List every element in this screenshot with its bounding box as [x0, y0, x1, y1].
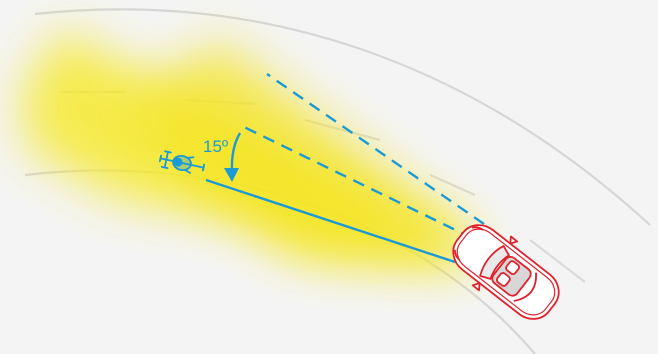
beam-boundaries	[243, 73, 485, 240]
headlight-beam	[20, 30, 475, 265]
angle-arrowhead-icon	[224, 168, 239, 182]
beam-center-dashed-line	[243, 125, 473, 240]
car-top-view-icon	[452, 224, 560, 320]
lane-dash	[429, 173, 476, 197]
car-windshield	[479, 245, 510, 280]
road-outer-edge	[34, 8, 651, 226]
lane-dash	[529, 239, 586, 283]
bicycle-rider-icon	[158, 150, 206, 174]
cornering-light-line	[205, 178, 456, 264]
beam-outer-dashed-line	[266, 73, 485, 225]
angle-label: 15º	[203, 137, 228, 156]
angle-indicator	[224, 132, 242, 182]
